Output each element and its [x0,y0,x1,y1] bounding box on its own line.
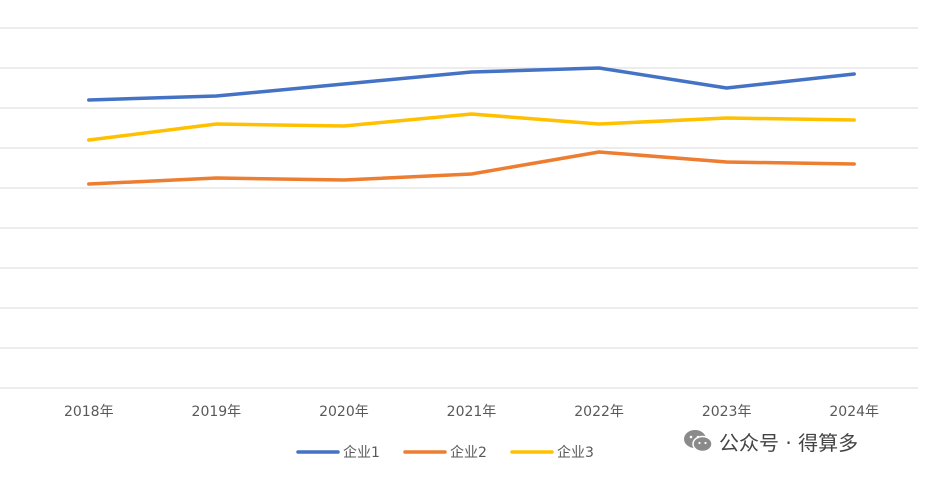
watermark-text: 公众号 · 得算多 [719,430,859,455]
x-tick-label: 2019年 [192,404,242,420]
series-line-2 [87,150,856,186]
watermark: 公众号 · 得算多 [683,426,858,456]
x-tick-label: 2023年 [702,404,752,420]
x-tick-label: 2022年 [574,404,624,420]
legend-label: 企业3 [557,444,594,461]
x-tick-label: 2021年 [447,404,497,420]
x-tick-label: 2018年 [64,404,114,420]
gridlines: 0102030405060708090 [0,27,918,389]
legend: 企业1 企业2 企业3 [296,444,594,461]
legend-label: 企业1 [343,444,380,461]
wechat-icon [684,430,713,453]
series-line-1 [87,66,856,102]
x-axis-ticks: 2018年 2019年 2020年 2021年 2022年 2023年 2024年 [64,404,879,420]
x-tick-label: 2020年 [319,404,369,420]
series-line-3 [87,112,856,142]
x-tick-label: 2024年 [829,404,879,420]
series-lines [87,66,856,186]
legend-label: 企业2 [450,444,487,461]
